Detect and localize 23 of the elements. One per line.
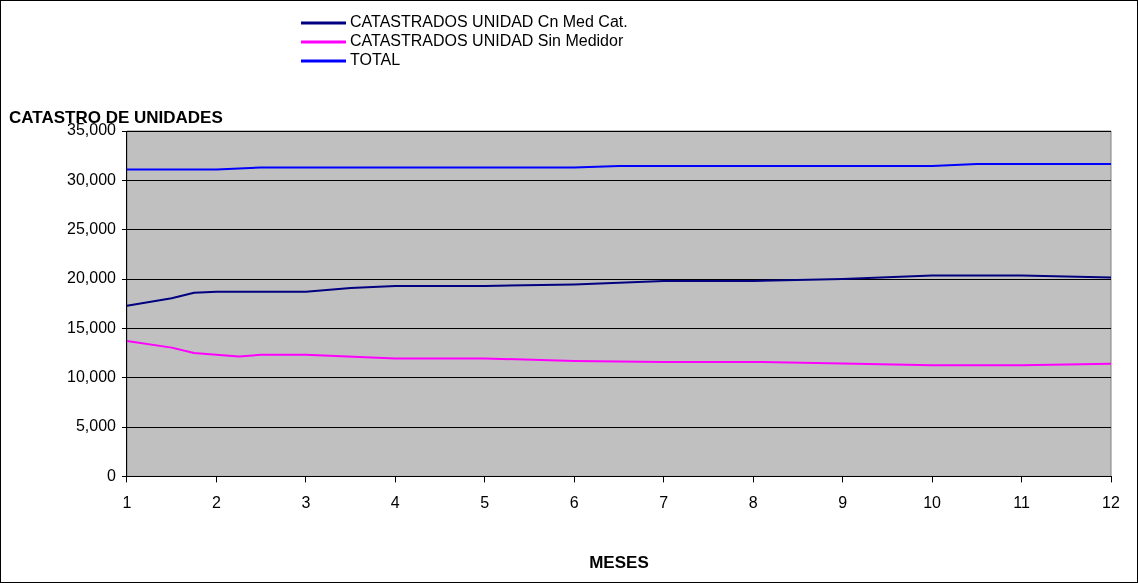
y-tick-label: 0 (107, 466, 117, 484)
y-tick-label: 5,000 (75, 417, 117, 435)
y-tick-label: 20,000 (67, 269, 117, 287)
y-tick-label: 30,000 (67, 170, 117, 188)
x-tick-label: 10 (923, 494, 942, 512)
x-tick-label: 8 (748, 494, 758, 512)
y-tick-label: 15,000 (67, 318, 117, 336)
x-tick-label: 2 (211, 494, 221, 512)
x-tick-label: 9 (838, 494, 848, 512)
x-tick-label: 6 (569, 494, 579, 512)
y-tick-label: 10,000 (67, 368, 117, 386)
x-tick-label: 11 (1013, 494, 1030, 512)
legend-label: CATASTRADOS UNIDAD Cn Med Cat. (350, 13, 628, 31)
legend-label: TOTAL (350, 51, 401, 69)
x-tick-label: 3 (301, 494, 311, 512)
x-tick-label: 5 (480, 494, 490, 512)
y-tick-label: 25,000 (67, 220, 117, 238)
x-tick-label: 4 (390, 494, 400, 512)
x-tick-label: 1 (122, 494, 132, 512)
x-tick-label: 7 (659, 494, 669, 512)
x-tick-label: 12 (1102, 494, 1120, 512)
x-axis-title: MESES (589, 553, 649, 573)
legend-label: CATASTRADOS UNIDAD Sin Medidor (350, 32, 624, 50)
